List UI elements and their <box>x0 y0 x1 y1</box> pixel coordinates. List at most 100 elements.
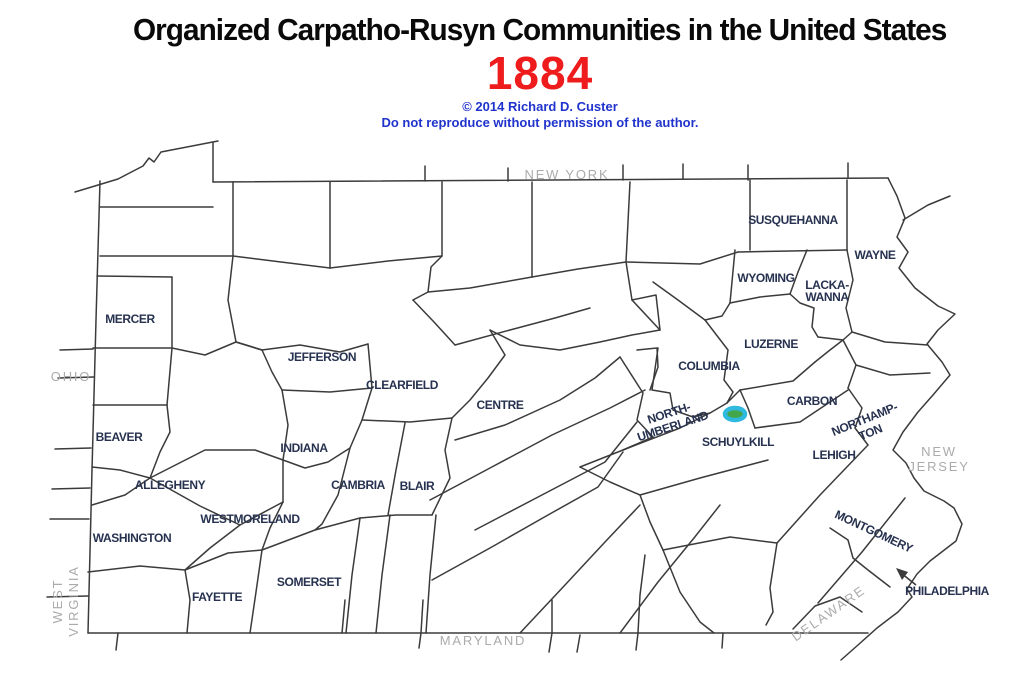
county-boundary-line <box>765 542 778 626</box>
community-marker <box>722 405 748 423</box>
county-boundary-line <box>842 331 853 341</box>
county-boundary-line <box>235 341 263 351</box>
county-boundary-line <box>652 281 706 321</box>
county-boundary-line <box>227 255 237 343</box>
county-boundary-line <box>625 181 631 263</box>
county-label-blair: BLAIR <box>400 479 435 493</box>
county-boundary-line <box>548 599 553 653</box>
county-label-schuylkill: SCHUYLKILL <box>702 435 774 449</box>
county-boundary-line <box>579 466 641 496</box>
county-boundary-line <box>789 293 819 338</box>
county-boundary-line <box>662 536 778 551</box>
county-boundary-line <box>425 514 437 634</box>
county-boundary-line <box>96 275 173 278</box>
county-boundary-line <box>171 341 263 356</box>
county-boundary-line <box>855 364 931 376</box>
county-boundary-line <box>387 422 406 516</box>
county-boundary-line <box>281 387 373 393</box>
county-boundary-line <box>692 412 711 418</box>
county-label-mercer: MERCER <box>105 312 155 326</box>
county-boundary-line <box>115 632 119 651</box>
county-boundary-line <box>631 299 661 331</box>
county-boundary-line <box>249 549 263 634</box>
county-boundary-line <box>704 319 734 404</box>
county-label-beaver: BEAVER <box>96 430 143 444</box>
county-boundary-line <box>840 177 963 661</box>
county-boundary-line <box>636 347 659 391</box>
county-label-fayette: FAYETTE <box>192 590 243 604</box>
county-label-lacka: LACKA- <box>805 278 849 292</box>
county-boundary-line <box>576 634 581 653</box>
county-boundary-line <box>454 307 591 346</box>
state-label-ohio: OHIO <box>51 369 91 384</box>
county-boundary-line <box>329 255 443 269</box>
county-boundary-line <box>54 447 92 450</box>
county-boundary-line <box>184 524 241 571</box>
county-boundary-line <box>359 514 433 519</box>
county-label-jefferson: JEFFERSON <box>288 350 356 364</box>
county-label-susquehanna: SUSQUEHANNA <box>748 213 838 227</box>
county-boundary-line <box>739 361 816 391</box>
county-label-wyoming: WYOMING <box>737 271 794 285</box>
county-boundary-line <box>721 632 724 649</box>
county-boundary-line <box>454 356 621 441</box>
county-label-philadelphia: PHILADELPHIA <box>905 584 990 598</box>
county-label-wanna: WANNA <box>805 290 849 304</box>
county-boundary-line <box>91 477 151 506</box>
county-label-wayne: WAYNE <box>855 248 896 262</box>
county-boundary-line <box>412 299 456 346</box>
county-boundary-line <box>375 514 391 634</box>
county-boundary-line <box>842 339 857 389</box>
county-boundary-line <box>631 294 661 331</box>
county-boundary-line <box>639 494 664 551</box>
county-boundary-line <box>776 444 869 544</box>
county-boundary-line <box>46 595 89 598</box>
county-boundary-line <box>349 387 373 449</box>
county-boundary-line <box>149 477 284 526</box>
county-boundary-line <box>412 181 443 301</box>
county-boundary-line <box>282 447 351 469</box>
county-boundary-line <box>474 421 638 531</box>
county-boundary-line <box>622 436 654 451</box>
county-boundary-line <box>87 180 101 634</box>
state-label-jersey: JERSEY <box>908 459 969 474</box>
county-boundary-line <box>754 389 849 429</box>
county-label-clearfield: CLEARFIELD <box>366 378 439 392</box>
county-label-luzerne: LUZERNE <box>744 337 798 351</box>
county-boundary-line <box>814 339 844 363</box>
county-boundary-line <box>87 565 186 573</box>
county-boundary-line <box>662 549 715 634</box>
county-boundary-line <box>789 249 808 295</box>
state-label-new: NEW <box>921 444 957 459</box>
county-boundary-line <box>345 517 361 634</box>
county-boundary-line <box>59 348 94 351</box>
county-label-indiana: INDIANA <box>280 441 328 455</box>
state-label-virginia: VIRGINIA <box>66 565 81 636</box>
county-boundary-line <box>451 329 506 419</box>
county-boundary-line <box>57 376 95 379</box>
county-label-allegheny: ALLEGHENY <box>135 478 206 492</box>
county-boundary-line <box>817 497 906 604</box>
county-boundary-line <box>74 140 219 193</box>
county-boundary-line <box>261 501 284 551</box>
county-boundary-line <box>619 356 654 438</box>
county-boundary-line <box>579 402 728 468</box>
county-boundary-line <box>635 632 639 651</box>
county-boundary-line <box>149 404 171 479</box>
county-boundary-line <box>519 504 641 634</box>
county-label-centre: CENTRE <box>477 398 524 412</box>
county-boundary-line <box>341 599 346 634</box>
county-boundary-line <box>902 195 951 221</box>
county-boundary-line <box>729 249 736 304</box>
county-boundary-line <box>261 343 369 353</box>
county-boundary-line <box>726 389 741 404</box>
county-boundary-line <box>489 329 661 351</box>
state-label-maryland: MARYLAND <box>440 633 526 648</box>
state-label-west: WEST <box>50 579 65 624</box>
page-title: Organized Carpatho-Rusyn Communities in … <box>133 12 947 47</box>
county-boundary-line <box>704 302 731 321</box>
county-boundary-line <box>625 251 739 265</box>
county-label-carbon: CARBON <box>787 394 837 408</box>
